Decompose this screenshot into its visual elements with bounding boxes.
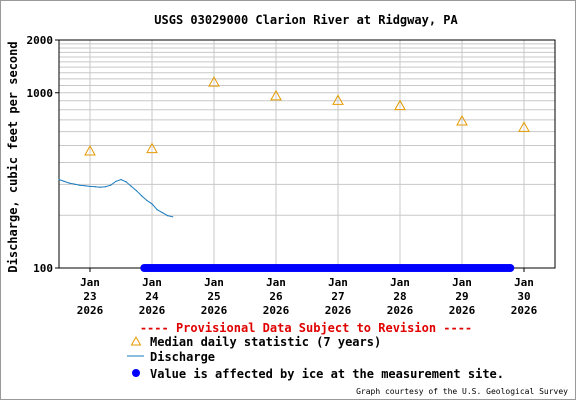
x-tick-label-day: 24 — [145, 290, 159, 303]
legend-label-ice: Value is affected by ice at the measurem… — [150, 367, 504, 381]
x-tick-label-year: 2026 — [77, 304, 104, 317]
x-tick-label-day: 26 — [269, 290, 283, 303]
discharge-point — [120, 178, 122, 181]
discharge-point — [146, 199, 148, 201]
discharge-point — [73, 183, 76, 185]
x-tick-label-month: Jan — [80, 276, 100, 289]
median-point — [270, 89, 282, 101]
median-point — [208, 76, 220, 87]
x-tick-label-day: 30 — [517, 290, 530, 303]
median-point — [84, 145, 96, 156]
x-tick-label-day: 23 — [83, 290, 96, 303]
legend-item-discharge: Discharge — [127, 350, 215, 364]
discharge-point — [156, 209, 158, 211]
ice-point — [506, 264, 515, 272]
discharge-point — [58, 178, 60, 181]
x-tick-label-year: 2026 — [511, 304, 538, 317]
discharge-point — [84, 185, 86, 187]
x-tick-label-day: 27 — [331, 290, 344, 303]
credit-text: Graph courtesy of the U.S. Geological Su… — [356, 387, 568, 396]
discharge-point — [68, 182, 70, 184]
x-tick-label-day: 28 — [393, 290, 406, 303]
chart-title: USGS 03029000 Clarion River at Ridgway, … — [154, 13, 458, 27]
discharge-point — [166, 215, 169, 217]
discharge-point — [79, 184, 81, 186]
y-axis-ticks: 100 1000 2000 — [27, 34, 59, 275]
y-tick-label: 1000 — [27, 87, 54, 100]
discharge-point — [172, 216, 174, 218]
discharge-point — [104, 186, 107, 188]
x-tick-label-month: Jan — [390, 276, 410, 289]
legend-item-ice: Value is affected by ice at the measurem… — [132, 367, 504, 381]
x-tick-label-month: Jan — [204, 276, 224, 289]
discharge-point — [115, 180, 117, 182]
x-tick-label-day: 25 — [207, 290, 220, 303]
discharge-point — [141, 195, 143, 197]
x-tick-label-day: 29 — [455, 290, 468, 303]
median-point — [518, 121, 530, 132]
legend-item-median: Median daily statistic (7 years) — [130, 335, 381, 349]
provisional-notice: ---- Provisional Data Subject to Revisio… — [140, 321, 472, 335]
triangle-marker-icon — [130, 335, 142, 346]
x-tick-label-month: Jan — [452, 276, 472, 289]
y-tick-label: 2000 — [27, 34, 54, 47]
series-layer — [58, 76, 530, 272]
discharge-point — [110, 184, 112, 186]
discharge-point — [125, 181, 127, 183]
discharge-line — [58, 178, 173, 218]
discharge-point — [94, 186, 96, 188]
x-tick-label-year: 2026 — [387, 304, 414, 317]
legend: Median daily statistic (7 years) Dischar… — [127, 335, 504, 381]
x-tick-label-year: 2026 — [201, 304, 228, 317]
discharge-point — [89, 185, 91, 187]
median-point — [332, 94, 344, 105]
discharge-point — [130, 185, 132, 187]
y-axis-label: Discharge, cubic feet per second — [6, 41, 20, 272]
legend-label-median: Median daily statistic (7 years) — [150, 335, 381, 349]
median-point — [456, 114, 468, 126]
y-tick-label: 100 — [33, 262, 53, 275]
x-tick-label-year: 2026 — [263, 304, 290, 317]
median-point — [146, 142, 158, 154]
dot-marker-icon — [132, 369, 140, 377]
discharge-point — [63, 180, 65, 182]
discharge-point — [161, 212, 163, 214]
x-tick-label-year: 2026 — [139, 304, 166, 317]
grid — [59, 40, 555, 268]
discharge-point — [151, 203, 153, 205]
plot-area — [58, 39, 556, 269]
x-axis-ticks: Jan232026Jan242026Jan252026Jan262026Jan2… — [77, 268, 538, 317]
discharge-point — [135, 190, 138, 192]
legend-label-discharge: Discharge — [150, 350, 215, 364]
median-point — [394, 99, 406, 111]
x-tick-label-month: Jan — [328, 276, 348, 289]
x-tick-label-year: 2026 — [325, 304, 352, 317]
x-tick-label-month: Jan — [142, 276, 162, 289]
discharge-point — [99, 186, 101, 188]
x-tick-label-month: Jan — [266, 276, 286, 289]
x-tick-label-month: Jan — [514, 276, 534, 289]
x-tick-label-year: 2026 — [449, 304, 476, 317]
